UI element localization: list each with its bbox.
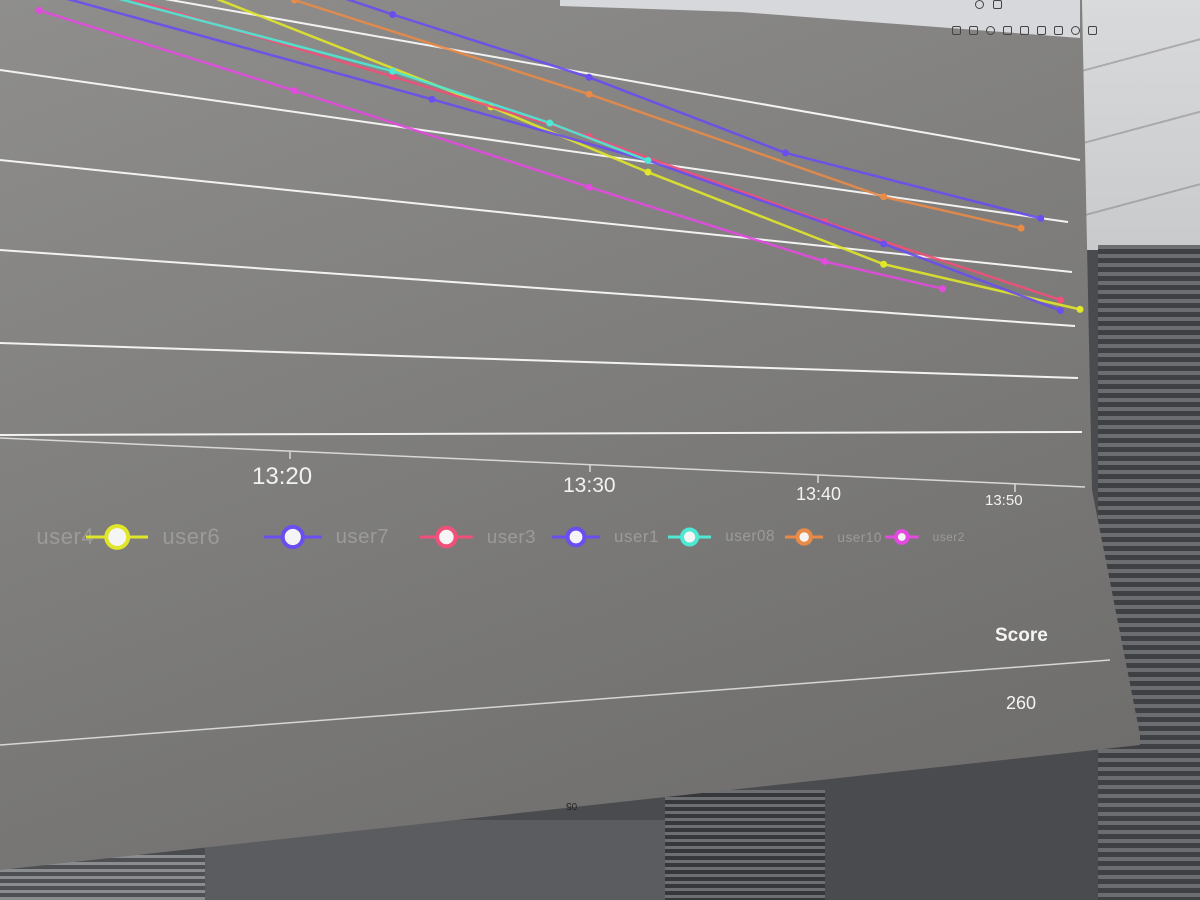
data-point[interactable] (585, 73, 593, 81)
data-point[interactable] (644, 168, 652, 176)
folder-icon[interactable] (969, 26, 978, 35)
data-point[interactable] (1037, 214, 1045, 222)
legend-label: user1 (614, 527, 660, 546)
legend-label: user10 (837, 529, 882, 545)
screen-label: 05 (566, 800, 578, 811)
legend-label: user6 (162, 524, 221, 549)
legend-label: user08 (725, 528, 775, 545)
chat-icon[interactable] (986, 26, 995, 35)
x-tick-label: 13:40 (796, 484, 842, 504)
table-rule (0, 659, 1111, 746)
data-point[interactable] (821, 257, 829, 265)
data-point[interactable] (291, 0, 299, 4)
legend-marker (86, 524, 149, 550)
data-point[interactable] (428, 95, 436, 103)
record-icon[interactable] (1071, 26, 1080, 35)
data-point[interactable] (35, 6, 43, 14)
grid-icon[interactable] (1003, 26, 1012, 35)
data-point[interactable] (389, 11, 397, 19)
legend-marker (885, 529, 919, 545)
legend-item[interactable]: user3 (420, 515, 536, 559)
legend-marker (785, 528, 824, 546)
chart-series (35, 0, 1084, 315)
data-point[interactable] (1076, 305, 1084, 313)
series-user6 (345, 0, 1045, 222)
data-point[interactable] (1056, 307, 1064, 315)
chart-legend: user4 user6 user7 user3 user1 user08 user10 use… (0, 515, 1000, 559)
legend-item[interactable]: user7 (264, 515, 389, 559)
data-point[interactable] (644, 156, 652, 164)
legend-marker (264, 524, 322, 550)
score-column-header[interactable]: Score (995, 625, 1048, 646)
x-axis-line (0, 437, 1086, 488)
legend-item[interactable]: user2 (885, 515, 965, 559)
data-point[interactable] (939, 285, 947, 293)
data-point[interactable] (1056, 296, 1064, 304)
legend-item[interactable]: user1 (552, 515, 659, 559)
data-point[interactable] (880, 260, 888, 268)
window-blinds-lower-mid (665, 790, 825, 900)
series-user10 (35, 6, 947, 293)
data-point[interactable] (389, 73, 397, 81)
data-point[interactable] (291, 87, 299, 95)
ceiling-backdrop (1080, 0, 1200, 250)
menu-icon[interactable] (1088, 26, 1097, 35)
legend-label: user4 (36, 524, 95, 549)
data-point[interactable] (880, 193, 888, 201)
gridline (0, 69, 1069, 223)
legend-label: user7 (335, 525, 390, 548)
series-line (345, 0, 1042, 220)
user-icon[interactable] (993, 0, 1002, 9)
camera-icon[interactable] (952, 26, 961, 35)
window-icon[interactable] (1020, 26, 1029, 35)
menubar-icons (952, 26, 1097, 35)
score-value: 260 (1006, 693, 1037, 713)
chart-gridlines (0, 0, 1083, 436)
legend-label: user3 (486, 526, 537, 547)
search-icon[interactable] (975, 0, 984, 9)
data-point[interactable] (1017, 224, 1025, 232)
legend-item[interactable]: user6 (86, 515, 220, 559)
gridline (0, 342, 1079, 379)
legend-label: user2 (932, 530, 965, 544)
legend-marker (420, 525, 473, 549)
legend-marker (552, 526, 600, 548)
legend-item[interactable]: user08 (668, 515, 775, 559)
series-user1 (118, 0, 652, 164)
series-user08 (289, 0, 1025, 232)
x-tick-label: 13:20 (252, 463, 313, 490)
gridline (0, 159, 1073, 273)
window-blinds (1098, 245, 1200, 900)
gridline (0, 249, 1076, 327)
menubar-status (975, 0, 1002, 9)
share-icon[interactable] (1037, 26, 1046, 35)
gridline (164, 0, 1081, 161)
ceiling-grid (1080, 0, 1200, 250)
data-point[interactable] (585, 90, 593, 98)
data-point[interactable] (880, 240, 888, 248)
chart-x-axis (0, 437, 1086, 492)
x-tick-label: 13:50 (985, 492, 1023, 509)
bell-icon[interactable] (1054, 26, 1063, 35)
gridline (0, 431, 1083, 436)
data-point[interactable] (585, 183, 593, 191)
x-tick-label: 13:30 (563, 474, 616, 497)
data-point[interactable] (781, 149, 789, 157)
legend-marker (668, 527, 712, 547)
series-line (118, 0, 649, 162)
data-point[interactable] (546, 119, 554, 127)
legend-item[interactable]: user10 (785, 515, 882, 559)
legend-item[interactable]: user4 (0, 515, 94, 559)
data-point[interactable] (389, 67, 397, 75)
